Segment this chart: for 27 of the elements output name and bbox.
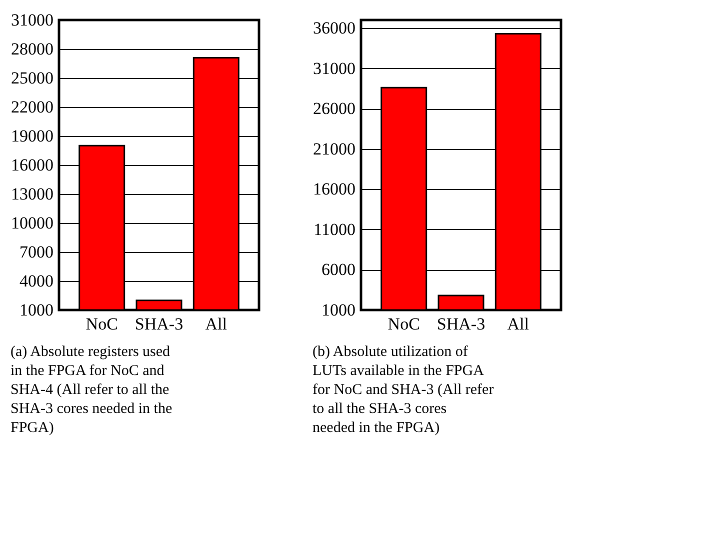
x-tick-label: All: [507, 314, 530, 334]
text: (a) Absolute registers used in the FPGA for NoC and SHA-4 (All refer to all the SHA-3 cores needed in the FPGA): [10, 344, 172, 436]
x-tick-label: SHA-3: [436, 314, 486, 334]
x-tick-label: SHA-3: [134, 314, 184, 334]
y-tick-label: 1000: [20, 300, 54, 320]
y-tick-label: 31000: [313, 58, 356, 78]
y-tick-label: 6000: [322, 260, 356, 280]
y-tick-label: 4000: [20, 272, 54, 290]
y-tick-label: 16000: [11, 156, 54, 174]
x-tick-label: All: [205, 314, 228, 334]
y-tick-label: 13000: [11, 184, 54, 204]
text: (b) Absolute utilization of LUTs available in the FPGA for NoC and SHA-3 (All refer to all the SHA-3 cores needed in the FPGA): [312, 344, 494, 436]
y-tick-label: 19000: [11, 126, 54, 146]
y-tick-label: 31000: [11, 10, 54, 30]
x-tick-label: NoC: [388, 314, 420, 334]
y-tick-label: 10000: [11, 214, 54, 232]
y-tick-label: 36000: [313, 18, 356, 38]
y-tick-label: 25000: [11, 68, 54, 88]
y-tick-label: 22000: [11, 98, 54, 116]
y-tick-label: 11000: [314, 220, 356, 239]
y-tick-label: 28000: [11, 40, 54, 58]
y-tick-label: 21000: [313, 139, 356, 158]
y-tick-label: 16000: [313, 180, 356, 199]
x-tick-label: NoC: [86, 314, 118, 334]
y-tick-label: 7000: [20, 242, 54, 262]
y-tick-label: 26000: [313, 99, 356, 118]
y-tick-label: 1000: [322, 300, 356, 320]
